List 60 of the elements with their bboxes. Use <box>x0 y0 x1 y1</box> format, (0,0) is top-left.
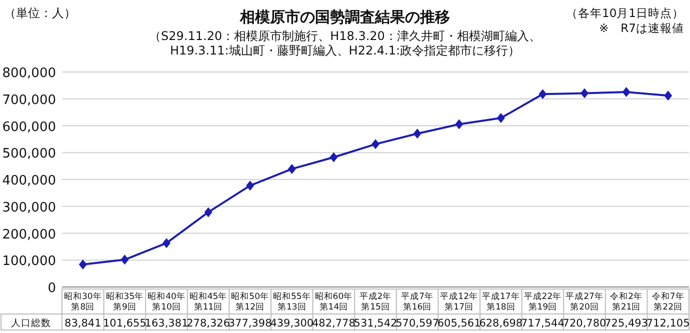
point <box>455 119 464 130</box>
y-tick-label: 600,000 <box>2 120 56 135</box>
data-label: 377,398 <box>228 318 272 330</box>
point <box>162 238 170 248</box>
x-tick-label: 令和2年第21回 <box>610 291 643 312</box>
data-label: 717,544 <box>520 318 565 330</box>
data-label: 628,698 <box>479 318 523 330</box>
data-label: 605,561 <box>437 318 481 330</box>
x-tick-label: 平成22年第19回 <box>524 291 562 312</box>
text: 人口総数 <box>11 318 51 329</box>
point <box>78 259 87 270</box>
point <box>246 180 254 191</box>
point <box>204 207 212 218</box>
x-tick-label: 平成2年第15回 <box>359 291 392 312</box>
x-tick-label: 昭和35年第9回 <box>106 291 144 312</box>
data-label: 725,493 <box>604 318 648 330</box>
point <box>413 128 422 139</box>
y-tick-label: 400,000 <box>2 174 56 188</box>
y-tick-label: 800,000 <box>2 66 56 81</box>
point <box>664 90 672 101</box>
data-label: 570,597 <box>396 318 440 330</box>
point <box>622 87 630 98</box>
point <box>330 152 338 162</box>
y-tick-label: 700,000 <box>2 92 56 108</box>
x-tick-label: 昭和50年第12回 <box>231 291 270 312</box>
data-label: 712,105 <box>646 318 690 330</box>
text: （単位：人） <box>4 6 76 20</box>
data-label: 720,780 <box>562 318 606 330</box>
text: ※ R7は速報値 <box>599 21 684 35</box>
x-tick-label: 昭和45年第11回 <box>189 291 228 312</box>
y-tick-label: 0 <box>48 281 56 296</box>
point <box>538 89 547 100</box>
chart-subtitle: （S29.11.20：相模原市制施行、H18.3.20：津久井町・相模湖町編入、 H19.3.11:城山町・藤野町編入、H22.4.1:政令指定都市に移行） <box>149 29 541 58</box>
data-label: 83,841 <box>64 318 102 330</box>
point <box>496 113 505 124</box>
point <box>372 139 380 150</box>
point <box>120 254 129 265</box>
x-tick-label: 平成12年第17回 <box>440 291 478 312</box>
y-tick-label: 200,000 <box>2 227 56 242</box>
y-tick-label: 100,000 <box>2 254 56 270</box>
x-tick-label: 昭和40年第10回 <box>148 291 186 312</box>
x-tick-label: 平成17年第18回 <box>482 291 520 312</box>
x-tick-label: 昭和30年第8回 <box>64 291 102 312</box>
text: （各年10月1日時点） <box>566 6 684 20</box>
x-tick-label: 昭和60年第14回 <box>314 291 353 312</box>
x-tick-label: 昭和55年第13回 <box>272 291 311 312</box>
point <box>288 164 296 174</box>
data-label: 278,326 <box>186 318 230 330</box>
x-tick-label: 令和7年第22回 <box>652 291 684 312</box>
data-label: 101,655 <box>102 318 146 330</box>
data-label: 482,778 <box>312 318 356 330</box>
data-label: 163,381 <box>144 318 188 330</box>
x-tick-label: 平成27年第20回 <box>566 291 604 312</box>
data-label: 439,300 <box>270 318 314 330</box>
x-tick-label: 平成7年第16回 <box>401 291 434 312</box>
point <box>580 88 588 98</box>
data-label: 531,542 <box>354 318 398 330</box>
y-tick-label: 300,000 <box>2 200 56 216</box>
y-tick-label: 500,000 <box>2 146 56 162</box>
chart-title: 相模原市の国勢調査結果の推移 <box>239 8 450 26</box>
